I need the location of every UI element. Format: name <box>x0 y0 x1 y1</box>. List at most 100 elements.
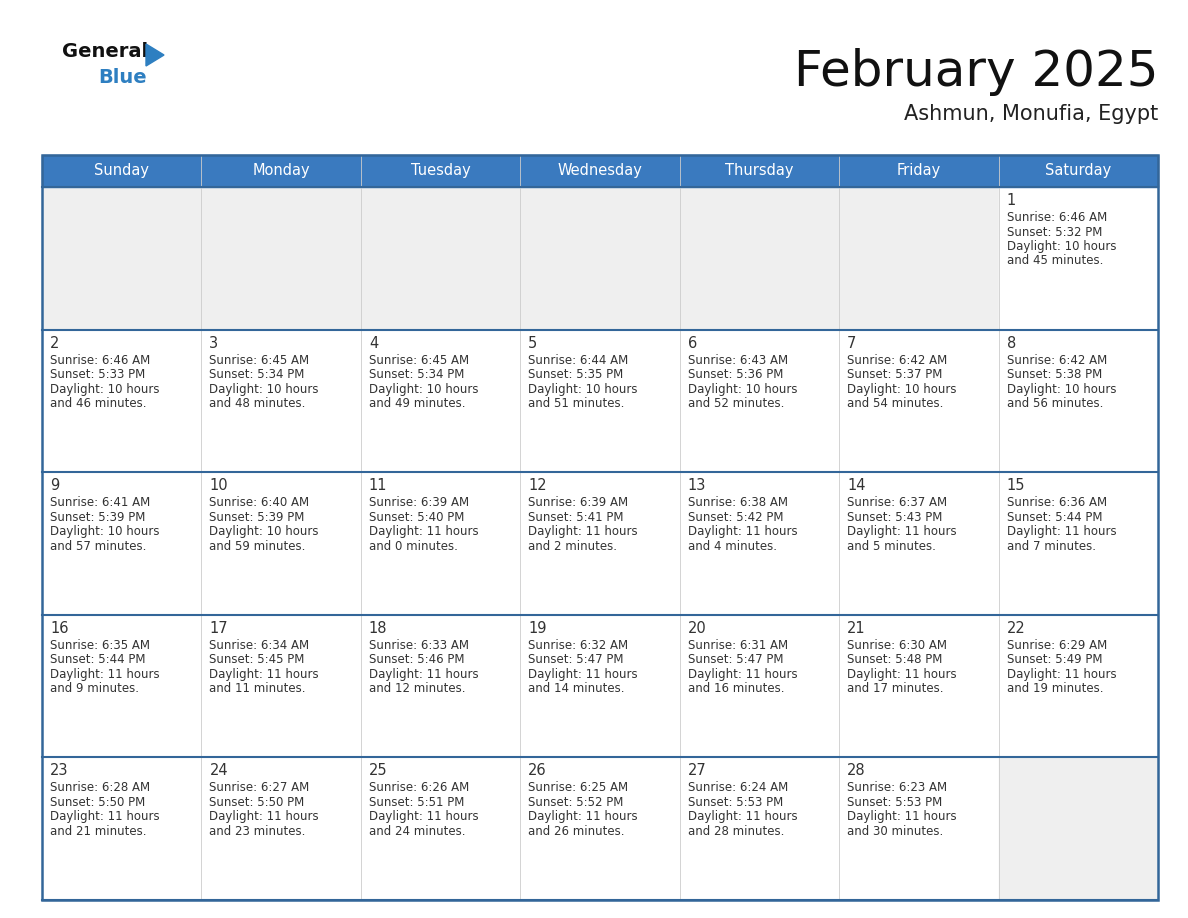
Bar <box>999 472 1158 615</box>
Bar <box>839 472 999 615</box>
Text: 17: 17 <box>209 621 228 636</box>
Text: Sunset: 5:50 PM: Sunset: 5:50 PM <box>50 796 145 809</box>
Text: Sunrise: 6:25 AM: Sunrise: 6:25 AM <box>529 781 628 794</box>
Text: 8: 8 <box>1006 336 1016 351</box>
Text: and 23 minutes.: and 23 minutes. <box>209 825 305 838</box>
Text: Wednesday: Wednesday <box>557 163 643 178</box>
Text: Thursday: Thursday <box>725 163 794 178</box>
Bar <box>839 615 999 757</box>
Text: 13: 13 <box>688 478 706 493</box>
Bar <box>361 187 520 330</box>
Text: Daylight: 10 hours: Daylight: 10 hours <box>209 525 318 538</box>
Text: Sunrise: 6:42 AM: Sunrise: 6:42 AM <box>847 353 947 366</box>
Text: 11: 11 <box>368 478 387 493</box>
Bar <box>361 330 520 472</box>
Text: and 19 minutes.: and 19 minutes. <box>1006 682 1104 695</box>
Bar <box>520 615 680 757</box>
Bar <box>680 615 839 757</box>
Text: and 45 minutes.: and 45 minutes. <box>1006 254 1102 267</box>
Text: February 2025: February 2025 <box>794 48 1158 96</box>
Text: and 51 minutes.: and 51 minutes. <box>529 397 625 410</box>
Text: Daylight: 11 hours: Daylight: 11 hours <box>847 525 956 538</box>
Bar <box>839 757 999 900</box>
Bar <box>520 187 680 330</box>
Text: Daylight: 11 hours: Daylight: 11 hours <box>1006 667 1117 681</box>
Text: Daylight: 10 hours: Daylight: 10 hours <box>847 383 956 396</box>
Bar <box>42 615 202 757</box>
Text: General: General <box>62 42 148 61</box>
Bar <box>42 187 202 330</box>
Bar <box>42 155 1158 187</box>
Text: 27: 27 <box>688 764 707 778</box>
Text: 9: 9 <box>50 478 59 493</box>
Bar <box>839 187 999 330</box>
Text: and 24 minutes.: and 24 minutes. <box>368 825 466 838</box>
Text: Daylight: 11 hours: Daylight: 11 hours <box>368 811 479 823</box>
Text: and 2 minutes.: and 2 minutes. <box>529 540 618 553</box>
Bar <box>999 615 1158 757</box>
Text: Sunrise: 6:27 AM: Sunrise: 6:27 AM <box>209 781 310 794</box>
Text: and 16 minutes.: and 16 minutes. <box>688 682 784 695</box>
Text: Sunset: 5:42 PM: Sunset: 5:42 PM <box>688 510 783 523</box>
Text: Sunset: 5:35 PM: Sunset: 5:35 PM <box>529 368 624 381</box>
Bar <box>999 187 1158 330</box>
Bar <box>202 472 361 615</box>
Text: and 9 minutes.: and 9 minutes. <box>50 682 139 695</box>
Text: Daylight: 11 hours: Daylight: 11 hours <box>368 667 479 681</box>
Bar <box>202 330 361 472</box>
Text: 7: 7 <box>847 336 857 351</box>
Text: Ashmun, Monufia, Egypt: Ashmun, Monufia, Egypt <box>904 104 1158 124</box>
Text: Sunset: 5:39 PM: Sunset: 5:39 PM <box>209 510 305 523</box>
Text: Daylight: 10 hours: Daylight: 10 hours <box>1006 240 1116 253</box>
Text: Sunrise: 6:46 AM: Sunrise: 6:46 AM <box>1006 211 1107 224</box>
Text: Sunrise: 6:38 AM: Sunrise: 6:38 AM <box>688 497 788 509</box>
Text: and 0 minutes.: and 0 minutes. <box>368 540 457 553</box>
Text: Daylight: 10 hours: Daylight: 10 hours <box>368 383 479 396</box>
Text: Sunrise: 6:35 AM: Sunrise: 6:35 AM <box>50 639 150 652</box>
Text: Daylight: 11 hours: Daylight: 11 hours <box>368 525 479 538</box>
Text: 19: 19 <box>529 621 546 636</box>
Text: Sunrise: 6:23 AM: Sunrise: 6:23 AM <box>847 781 947 794</box>
Text: 1: 1 <box>1006 193 1016 208</box>
Bar <box>680 472 839 615</box>
Text: Sunset: 5:52 PM: Sunset: 5:52 PM <box>529 796 624 809</box>
Bar <box>42 330 202 472</box>
Text: 12: 12 <box>529 478 546 493</box>
Text: Sunrise: 6:45 AM: Sunrise: 6:45 AM <box>209 353 310 366</box>
Text: 22: 22 <box>1006 621 1025 636</box>
Text: Sunrise: 6:43 AM: Sunrise: 6:43 AM <box>688 353 788 366</box>
Text: and 4 minutes.: and 4 minutes. <box>688 540 777 553</box>
Text: and 11 minutes.: and 11 minutes. <box>209 682 307 695</box>
Bar <box>680 187 839 330</box>
Text: 5: 5 <box>529 336 537 351</box>
Text: Daylight: 10 hours: Daylight: 10 hours <box>688 383 797 396</box>
Text: Sunset: 5:53 PM: Sunset: 5:53 PM <box>847 796 942 809</box>
Text: and 54 minutes.: and 54 minutes. <box>847 397 943 410</box>
Text: Sunset: 5:44 PM: Sunset: 5:44 PM <box>50 654 145 666</box>
Bar <box>42 155 1158 900</box>
Bar <box>42 472 202 615</box>
Text: and 17 minutes.: and 17 minutes. <box>847 682 943 695</box>
Text: Sunrise: 6:29 AM: Sunrise: 6:29 AM <box>1006 639 1107 652</box>
Text: and 52 minutes.: and 52 minutes. <box>688 397 784 410</box>
Bar <box>202 187 361 330</box>
Text: and 56 minutes.: and 56 minutes. <box>1006 397 1102 410</box>
Text: 6: 6 <box>688 336 697 351</box>
Text: Daylight: 10 hours: Daylight: 10 hours <box>529 383 638 396</box>
Bar <box>42 757 202 900</box>
Text: Sunset: 5:44 PM: Sunset: 5:44 PM <box>1006 510 1102 523</box>
Text: Sunset: 5:34 PM: Sunset: 5:34 PM <box>368 368 465 381</box>
Text: Daylight: 11 hours: Daylight: 11 hours <box>529 525 638 538</box>
Text: Daylight: 11 hours: Daylight: 11 hours <box>529 811 638 823</box>
Text: Sunrise: 6:39 AM: Sunrise: 6:39 AM <box>529 497 628 509</box>
Text: and 21 minutes.: and 21 minutes. <box>50 825 146 838</box>
Text: 15: 15 <box>1006 478 1025 493</box>
Text: Sunrise: 6:46 AM: Sunrise: 6:46 AM <box>50 353 150 366</box>
Text: 25: 25 <box>368 764 387 778</box>
Bar <box>361 472 520 615</box>
Text: Sunrise: 6:26 AM: Sunrise: 6:26 AM <box>368 781 469 794</box>
Text: Sunrise: 6:30 AM: Sunrise: 6:30 AM <box>847 639 947 652</box>
Bar <box>520 472 680 615</box>
Text: Sunset: 5:47 PM: Sunset: 5:47 PM <box>529 654 624 666</box>
Text: Daylight: 11 hours: Daylight: 11 hours <box>688 525 797 538</box>
